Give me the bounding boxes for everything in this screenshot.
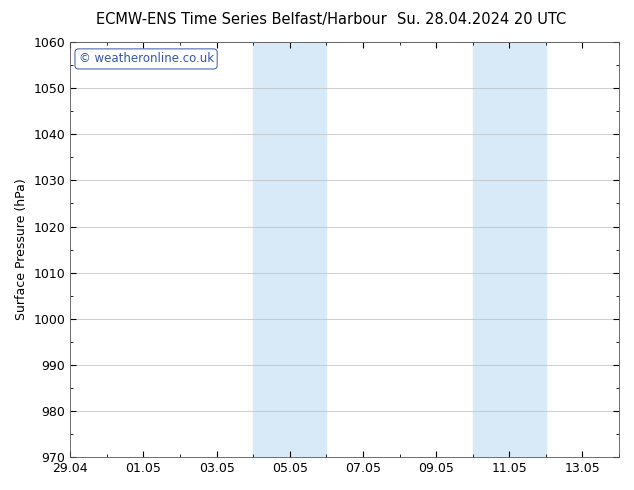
Bar	[473, 42, 546, 457]
Text: ECMW-ENS Time Series Belfast/Harbour: ECMW-ENS Time Series Belfast/Harbour	[96, 12, 386, 27]
Text: Su. 28.04.2024 20 UTC: Su. 28.04.2024 20 UTC	[398, 12, 566, 27]
Y-axis label: Surface Pressure (hPa): Surface Pressure (hPa)	[15, 179, 28, 320]
Bar	[253, 42, 327, 457]
Text: © weatheronline.co.uk: © weatheronline.co.uk	[79, 52, 214, 66]
